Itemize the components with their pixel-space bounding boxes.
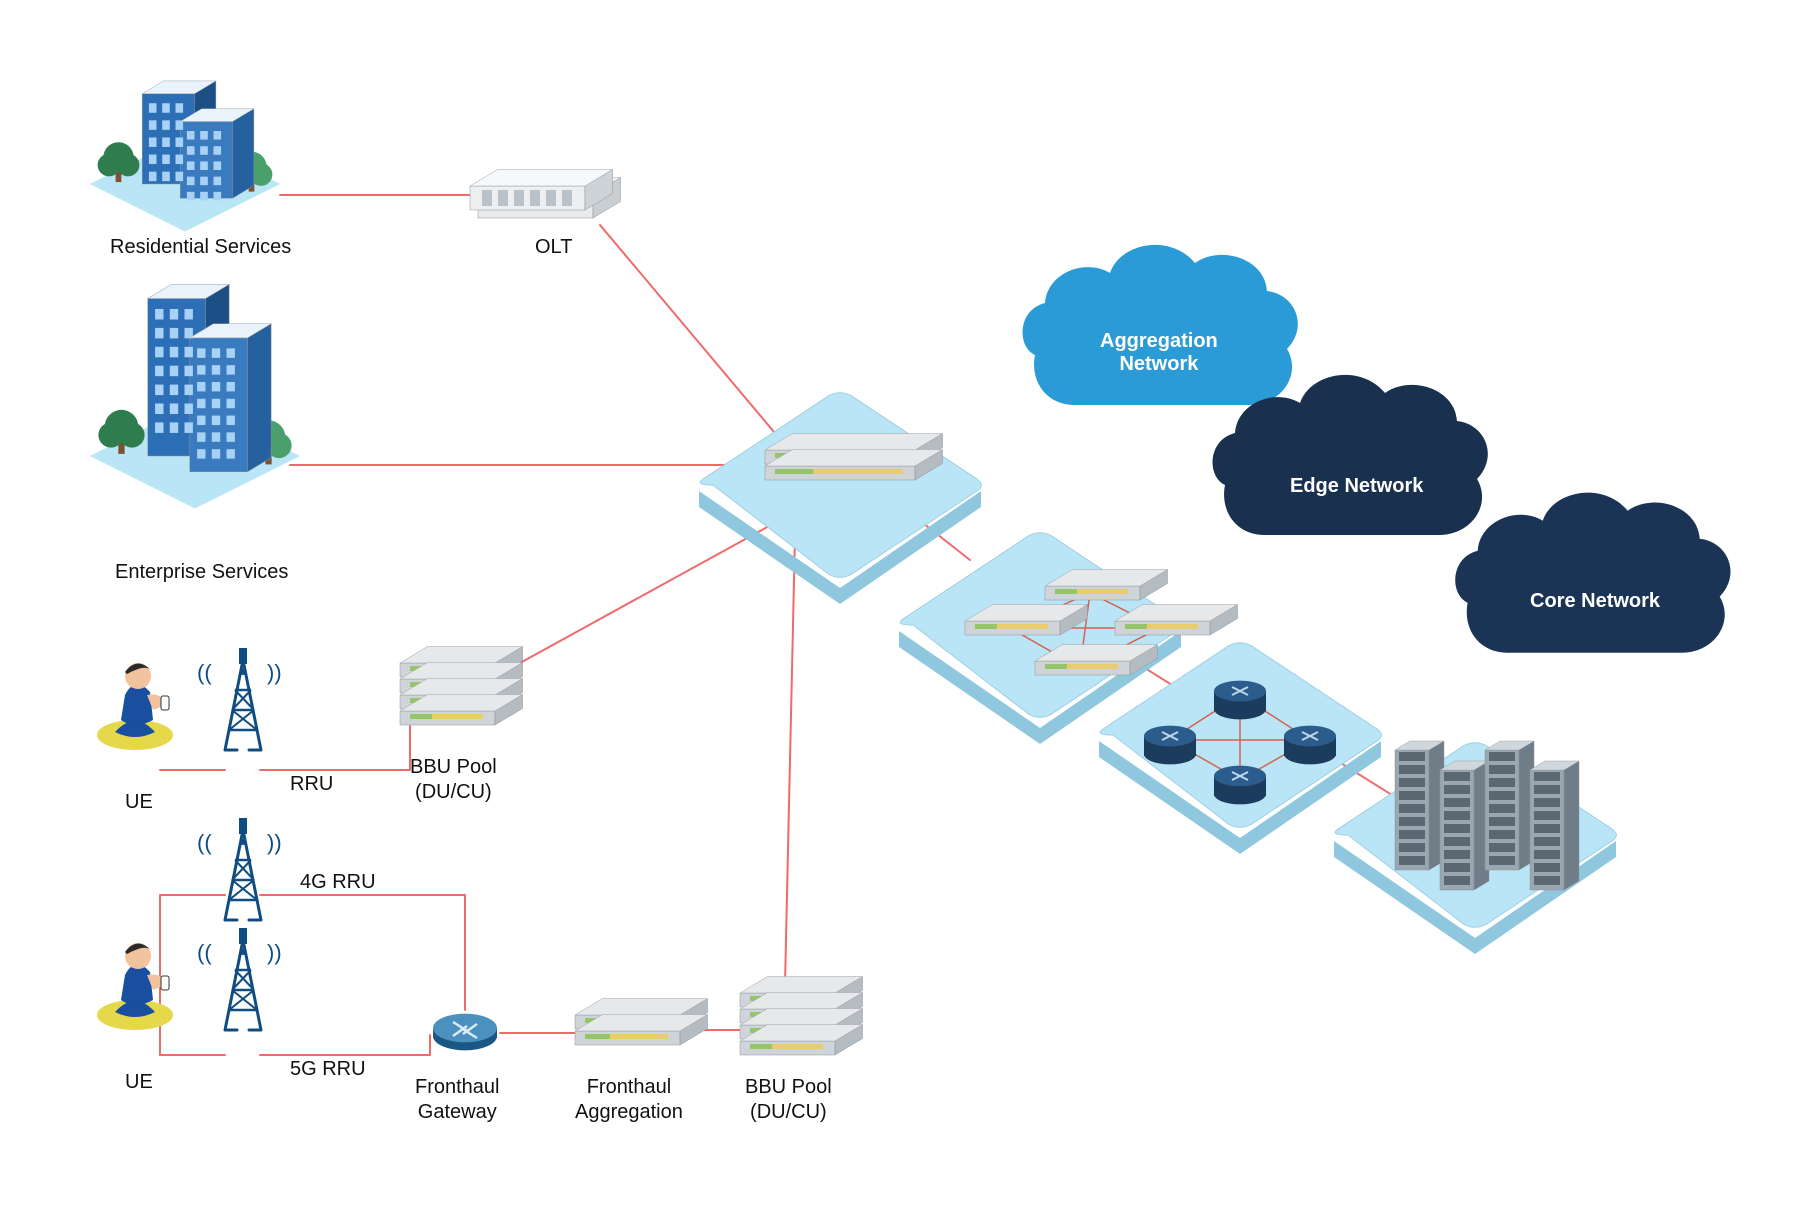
fronthaul-gw-label: Fronthaul Gateway: [415, 1075, 500, 1125]
cloud-agg-label: Aggregation Network: [1100, 330, 1218, 376]
ue-bot-label: UE: [125, 1070, 153, 1095]
ue-bot-icon: [97, 943, 173, 1030]
svg-text:((: ((: [197, 660, 212, 685]
bbu-bot-icon: [740, 977, 863, 1056]
cloud-aggregation: [1023, 245, 1298, 405]
tower-mid-icon: (()): [197, 818, 282, 920]
cloud-core: [1455, 493, 1730, 653]
fronthaul-agg-icon: [575, 999, 708, 1046]
rru5g-label: 5G RRU: [290, 1057, 366, 1082]
tower-top-icon: (()): [197, 648, 282, 750]
svg-text:)): )): [267, 830, 282, 855]
svg-text:((: ((: [197, 940, 212, 965]
svg-text:)): )): [267, 940, 282, 965]
core-router-platform: [1099, 643, 1381, 854]
nodes-layer: (())(())(()): [90, 81, 1731, 1055]
bbu-top-label: BBU Pool (DU/CU): [410, 755, 497, 805]
olt-icon: [470, 170, 621, 219]
svg-text:)): )): [267, 660, 282, 685]
residential-label: Residential Services: [110, 235, 291, 260]
fronthaul-agg-label: Fronthaul Aggregation: [575, 1075, 683, 1125]
olt-label: OLT: [535, 235, 572, 260]
rru-label: RRU: [290, 772, 333, 797]
core-server-platform: [1334, 741, 1616, 954]
enterprise-icon: [90, 284, 300, 508]
ue-top-icon: [97, 663, 173, 750]
fronthaul-gw-icon: [433, 1014, 497, 1051]
bbu-bot-label: BBU Pool (DU/CU): [745, 1075, 832, 1125]
aggregation-platform: [699, 393, 981, 604]
svg-text:((: ((: [197, 830, 212, 855]
tower-bot-icon: (()): [197, 928, 282, 1030]
ue-top-label: UE: [125, 790, 153, 815]
residential-icon: [90, 81, 280, 232]
enterprise-label: Enterprise Services: [115, 560, 288, 585]
cloud-edge-label: Edge Network: [1290, 475, 1423, 498]
cloud-core-label: Core Network: [1530, 590, 1660, 613]
bbu-top-icon: [400, 647, 523, 726]
rru4g-label: 4G RRU: [300, 870, 376, 895]
